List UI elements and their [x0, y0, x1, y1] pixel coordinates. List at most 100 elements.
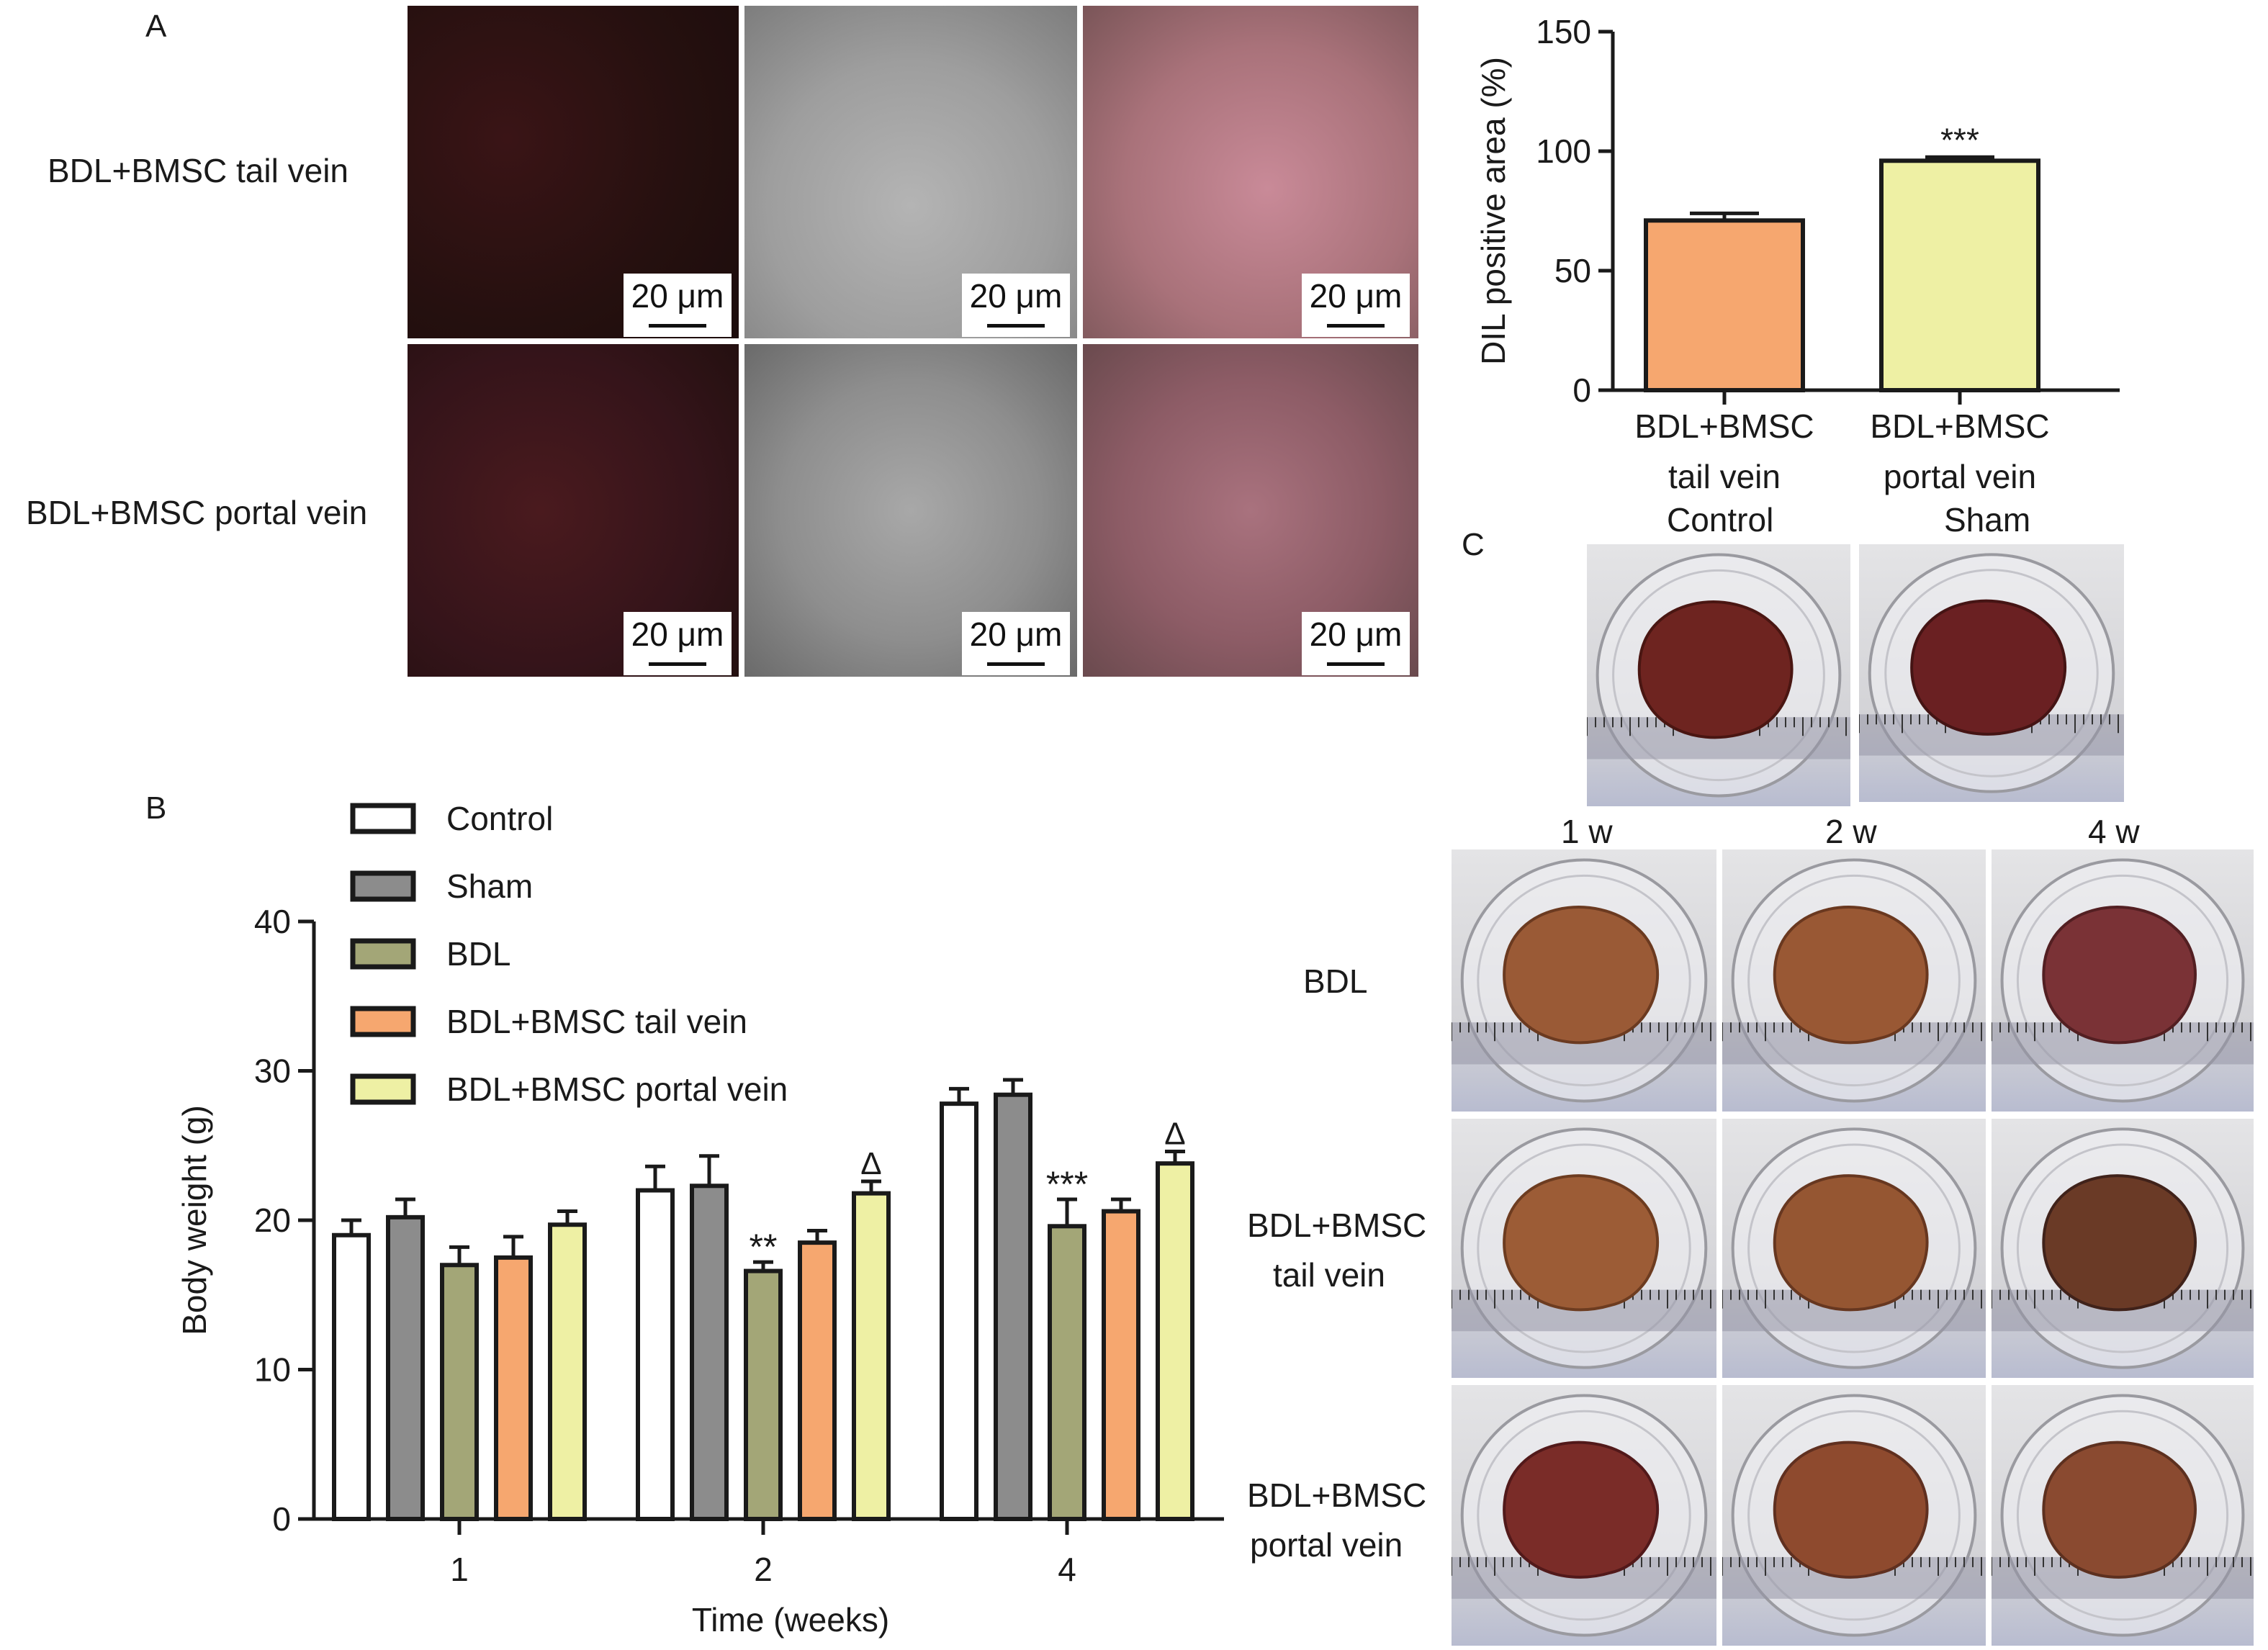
- legend-label: BDL: [446, 935, 510, 973]
- petri-dish: [1722, 1127, 1986, 1369]
- panel-letter-b: B: [145, 790, 167, 826]
- legend-swatch: [350, 870, 416, 902]
- legend-label: BDL+BMSC portal vein: [446, 1070, 788, 1108]
- dish-inner-rim: [1612, 569, 1825, 782]
- column-label-2w: 2 w: [1825, 813, 1877, 850]
- bar: [494, 1255, 533, 1521]
- column-label-4w: 4 w: [2088, 813, 2140, 850]
- liver-specimen: [2042, 1174, 2197, 1312]
- liver-specimen: [1773, 1441, 1929, 1579]
- y-tick-label: 0: [272, 1500, 291, 1538]
- legend-label: Control: [446, 800, 553, 837]
- petri-dish: [1452, 858, 1716, 1103]
- liver-specimen: [1503, 1174, 1660, 1312]
- column-label-1w: 1 w: [1561, 813, 1613, 850]
- bar: [1102, 1209, 1140, 1521]
- bar: [1879, 158, 2040, 392]
- legend-swatch: [350, 803, 416, 834]
- photo-sham: [1859, 544, 2124, 802]
- dish-inner-rim: [1477, 874, 1691, 1087]
- micrograph-tail-merge: 20 μm: [1083, 6, 1418, 338]
- y-axis-label: DIL positive area (%): [1475, 57, 1512, 365]
- x-tick-label: BDL+BMSC: [1634, 407, 1814, 445]
- bar: [440, 1263, 479, 1521]
- micrograph-tail-brightfield: 20 μm: [744, 6, 1077, 338]
- liver-specimen: [1773, 1174, 1929, 1312]
- petri-dish: [1859, 553, 2124, 793]
- petri-dish: [1452, 1394, 1716, 1637]
- photo-control: [1587, 544, 1850, 806]
- micrograph-portal-merge: 20 μm: [1083, 344, 1418, 677]
- bar: [1644, 218, 1805, 392]
- significance-label: Δ: [1164, 1117, 1185, 1152]
- petri-dish: [1992, 1127, 2254, 1369]
- bar: [994, 1092, 1032, 1521]
- y-tick-label: 150: [1536, 13, 1591, 50]
- x-tick-label: 1: [450, 1551, 469, 1588]
- legend-label: Sham: [446, 867, 533, 905]
- photo-tail-2w: [1722, 1119, 1986, 1378]
- x-tick-label: portal vein: [1884, 458, 2036, 495]
- row-label-portal-line1: BDL+BMSC: [1247, 1477, 1427, 1514]
- dil-chart: 0 50 100 150 DIL positive area (%) BDL+BMSC ta…: [1475, 13, 2120, 495]
- row-label-portal-line2: portal vein: [1250, 1526, 1403, 1564]
- petri-dish: [1992, 1394, 2254, 1637]
- dish-inner-rim: [1884, 569, 2099, 777]
- row-label-tail-line2: tail vein: [1273, 1256, 1385, 1294]
- liver-specimen: [1637, 600, 1794, 739]
- significance-label: Δ: [860, 1146, 881, 1181]
- liver-specimen: [1503, 1441, 1660, 1579]
- legend-label: BDL+BMSC tail vein: [446, 1003, 747, 1040]
- significance-label: ***: [1046, 1164, 1088, 1204]
- dish-inner-rim: [1747, 874, 1961, 1087]
- y-tick-label: 30: [254, 1052, 291, 1090]
- bar: [548, 1222, 587, 1521]
- y-tick-label: 40: [254, 903, 291, 940]
- bar: [1048, 1224, 1086, 1521]
- x-axis-label: Time (weeks): [692, 1601, 889, 1638]
- bar: [690, 1184, 729, 1522]
- control-label: Control: [1667, 501, 1774, 538]
- dish-inner-rim: [2016, 1143, 2229, 1353]
- petri-dish: [1452, 1127, 1716, 1369]
- panel-a-row-label-tail: BDL+BMSC tail vein: [48, 152, 348, 189]
- y-tick-label: 0: [1572, 371, 1591, 409]
- scale-bar: 20 μm: [1302, 274, 1410, 337]
- photo-bdl-1w: [1452, 849, 1716, 1112]
- photo-tail-4w: [1992, 1119, 2254, 1378]
- bar: [744, 1268, 783, 1521]
- y-tick-label: 10: [254, 1351, 291, 1389]
- row-label-bdl: BDL: [1303, 962, 1368, 1000]
- micrograph-portal-dil: 20 μm: [408, 344, 739, 677]
- significance-label: **: [750, 1227, 778, 1267]
- bar: [636, 1188, 675, 1521]
- bar: [798, 1240, 837, 1521]
- body-weight-chart: 0 10 20 30 40 Body weight (g) Time (weeks) 1 2 **…: [180, 800, 1224, 1638]
- photo-tail-1w: [1452, 1119, 1716, 1378]
- panel-a-row-label-portal: BDL+BMSC portal vein: [26, 494, 368, 531]
- x-tick-label: 2: [754, 1551, 773, 1588]
- petri-dish: [1992, 858, 2254, 1103]
- x-tick-label: 4: [1058, 1551, 1076, 1588]
- bar: [1156, 1161, 1194, 1522]
- scale-bar: 20 μm: [624, 274, 732, 337]
- row-label-tail-line1: BDL+BMSC: [1247, 1207, 1427, 1244]
- sham-label: Sham: [1944, 501, 2031, 538]
- photo-portal-1w: [1452, 1385, 1716, 1646]
- bar: [332, 1232, 371, 1521]
- liver-specimen: [1503, 906, 1660, 1045]
- significance-label: ***: [1940, 121, 1979, 158]
- liver-specimen: [1910, 599, 2067, 736]
- y-tick-label: 50: [1554, 252, 1591, 289]
- photo-bdl-4w: [1992, 849, 2254, 1112]
- scale-bar: 20 μm: [962, 612, 1070, 675]
- bar: [940, 1101, 978, 1521]
- dish-inner-rim: [1477, 1410, 1691, 1621]
- scale-bar: 20 μm: [1302, 612, 1410, 675]
- y-tick-label: 20: [254, 1202, 291, 1239]
- petri-dish: [1722, 1394, 1986, 1637]
- liver-specimen: [2042, 1441, 2197, 1579]
- dish-inner-rim: [1747, 1143, 1961, 1353]
- bar: [386, 1214, 425, 1521]
- photo-portal-2w: [1722, 1385, 1986, 1646]
